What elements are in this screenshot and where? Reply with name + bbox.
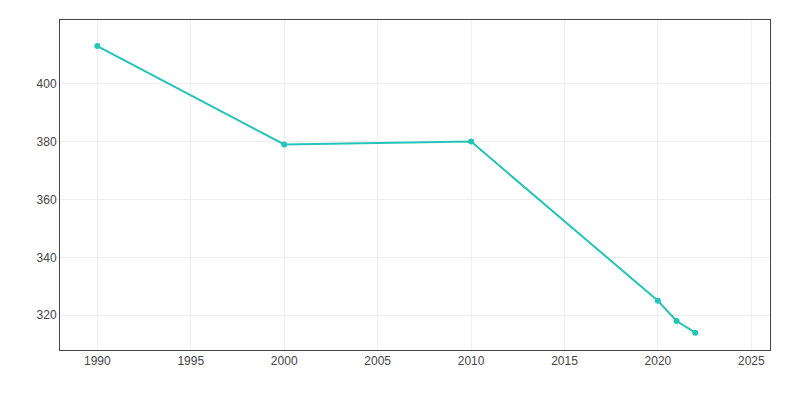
svg-text:1995: 1995 bbox=[177, 354, 204, 368]
svg-text:340: 340 bbox=[37, 251, 57, 265]
svg-text:2005: 2005 bbox=[364, 354, 391, 368]
svg-text:2000: 2000 bbox=[271, 354, 298, 368]
svg-text:360: 360 bbox=[37, 193, 57, 207]
svg-text:2020: 2020 bbox=[645, 354, 672, 368]
svg-text:1990: 1990 bbox=[84, 354, 111, 368]
svg-text:2015: 2015 bbox=[551, 354, 578, 368]
svg-text:380: 380 bbox=[37, 135, 57, 149]
svg-text:2010: 2010 bbox=[458, 354, 485, 368]
svg-text:2025: 2025 bbox=[738, 354, 765, 368]
svg-text:320: 320 bbox=[37, 308, 57, 322]
svg-text:400: 400 bbox=[37, 77, 57, 91]
